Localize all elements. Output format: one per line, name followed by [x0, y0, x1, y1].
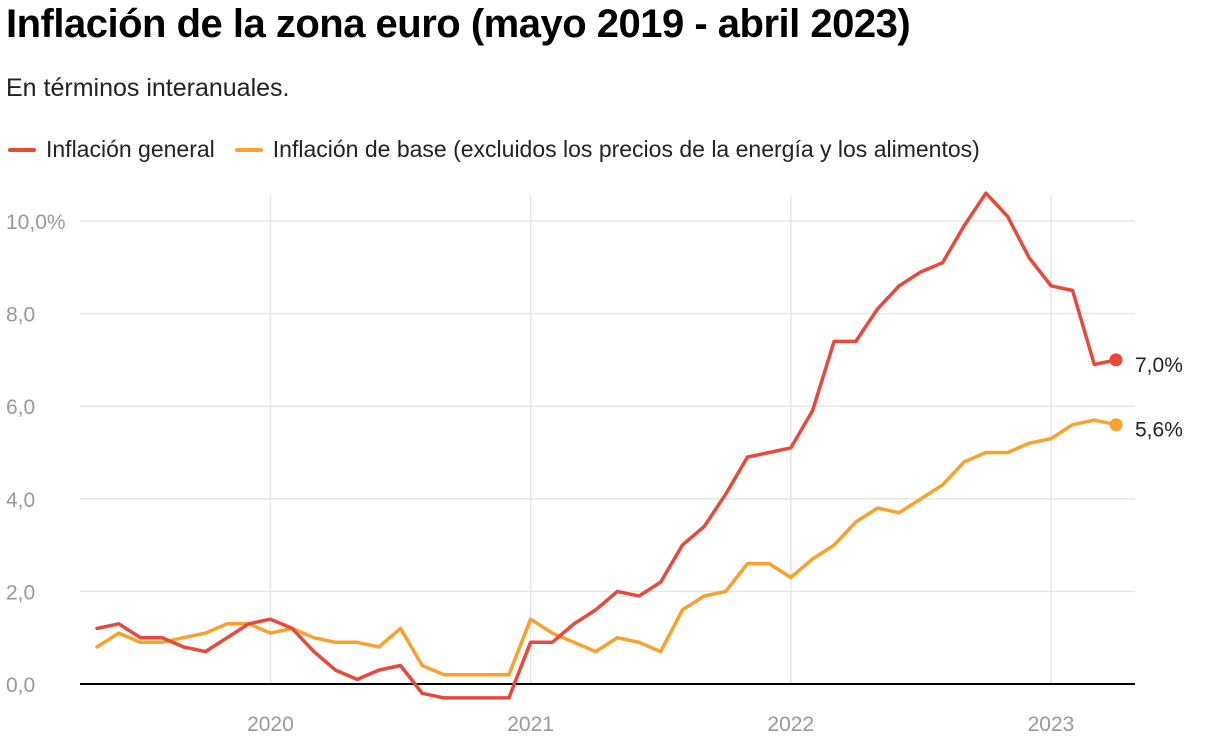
x-tick-label: 2020 [247, 713, 294, 736]
end-label-general: 7,0% [1135, 354, 1183, 377]
legend-swatch-base [234, 147, 263, 152]
grid [80, 195, 1135, 685]
series-lines [95, 191, 1123, 700]
legend: Inflación general Inflación de base (exc… [8, 136, 1000, 163]
legend-label-general: Inflación general [46, 136, 215, 162]
legend-label-base: Inflación de base (excluidos los precios… [272, 136, 980, 162]
y-tick-label: 2,0 [6, 581, 35, 604]
end-label-base: 5,6% [1135, 419, 1183, 442]
x-tick-label: 2021 [507, 713, 554, 736]
x-tick-label: 2023 [1028, 713, 1075, 736]
y-tick-label: 0,0 [6, 674, 35, 697]
legend-item-general: Inflación general [8, 136, 215, 163]
end-point-base [1109, 418, 1123, 432]
y-tick-label: 4,0 [6, 489, 35, 512]
y-tick-label: 8,0 [6, 304, 35, 327]
series-line-general [95, 191, 1118, 700]
legend-item-base: Inflación de base (excluidos los precios… [234, 136, 980, 163]
chart-title: Inflación de la zona euro (mayo 2019 - a… [6, 2, 911, 46]
end-point-general [1109, 353, 1123, 367]
x-tick-label: 2022 [767, 713, 814, 736]
axis-labels: 0,0 2,0 4,0 6,0 8,0 10,0% 2020 2021 2022 2023 7,0%… [6, 211, 1183, 736]
y-tick-label: 6,0 [6, 396, 35, 419]
y-tick-label: 10,0% [6, 211, 66, 234]
series-line-base [95, 418, 1118, 677]
legend-swatch-general [8, 147, 36, 152]
chart-subtitle: En términos interanuales. [6, 74, 290, 102]
